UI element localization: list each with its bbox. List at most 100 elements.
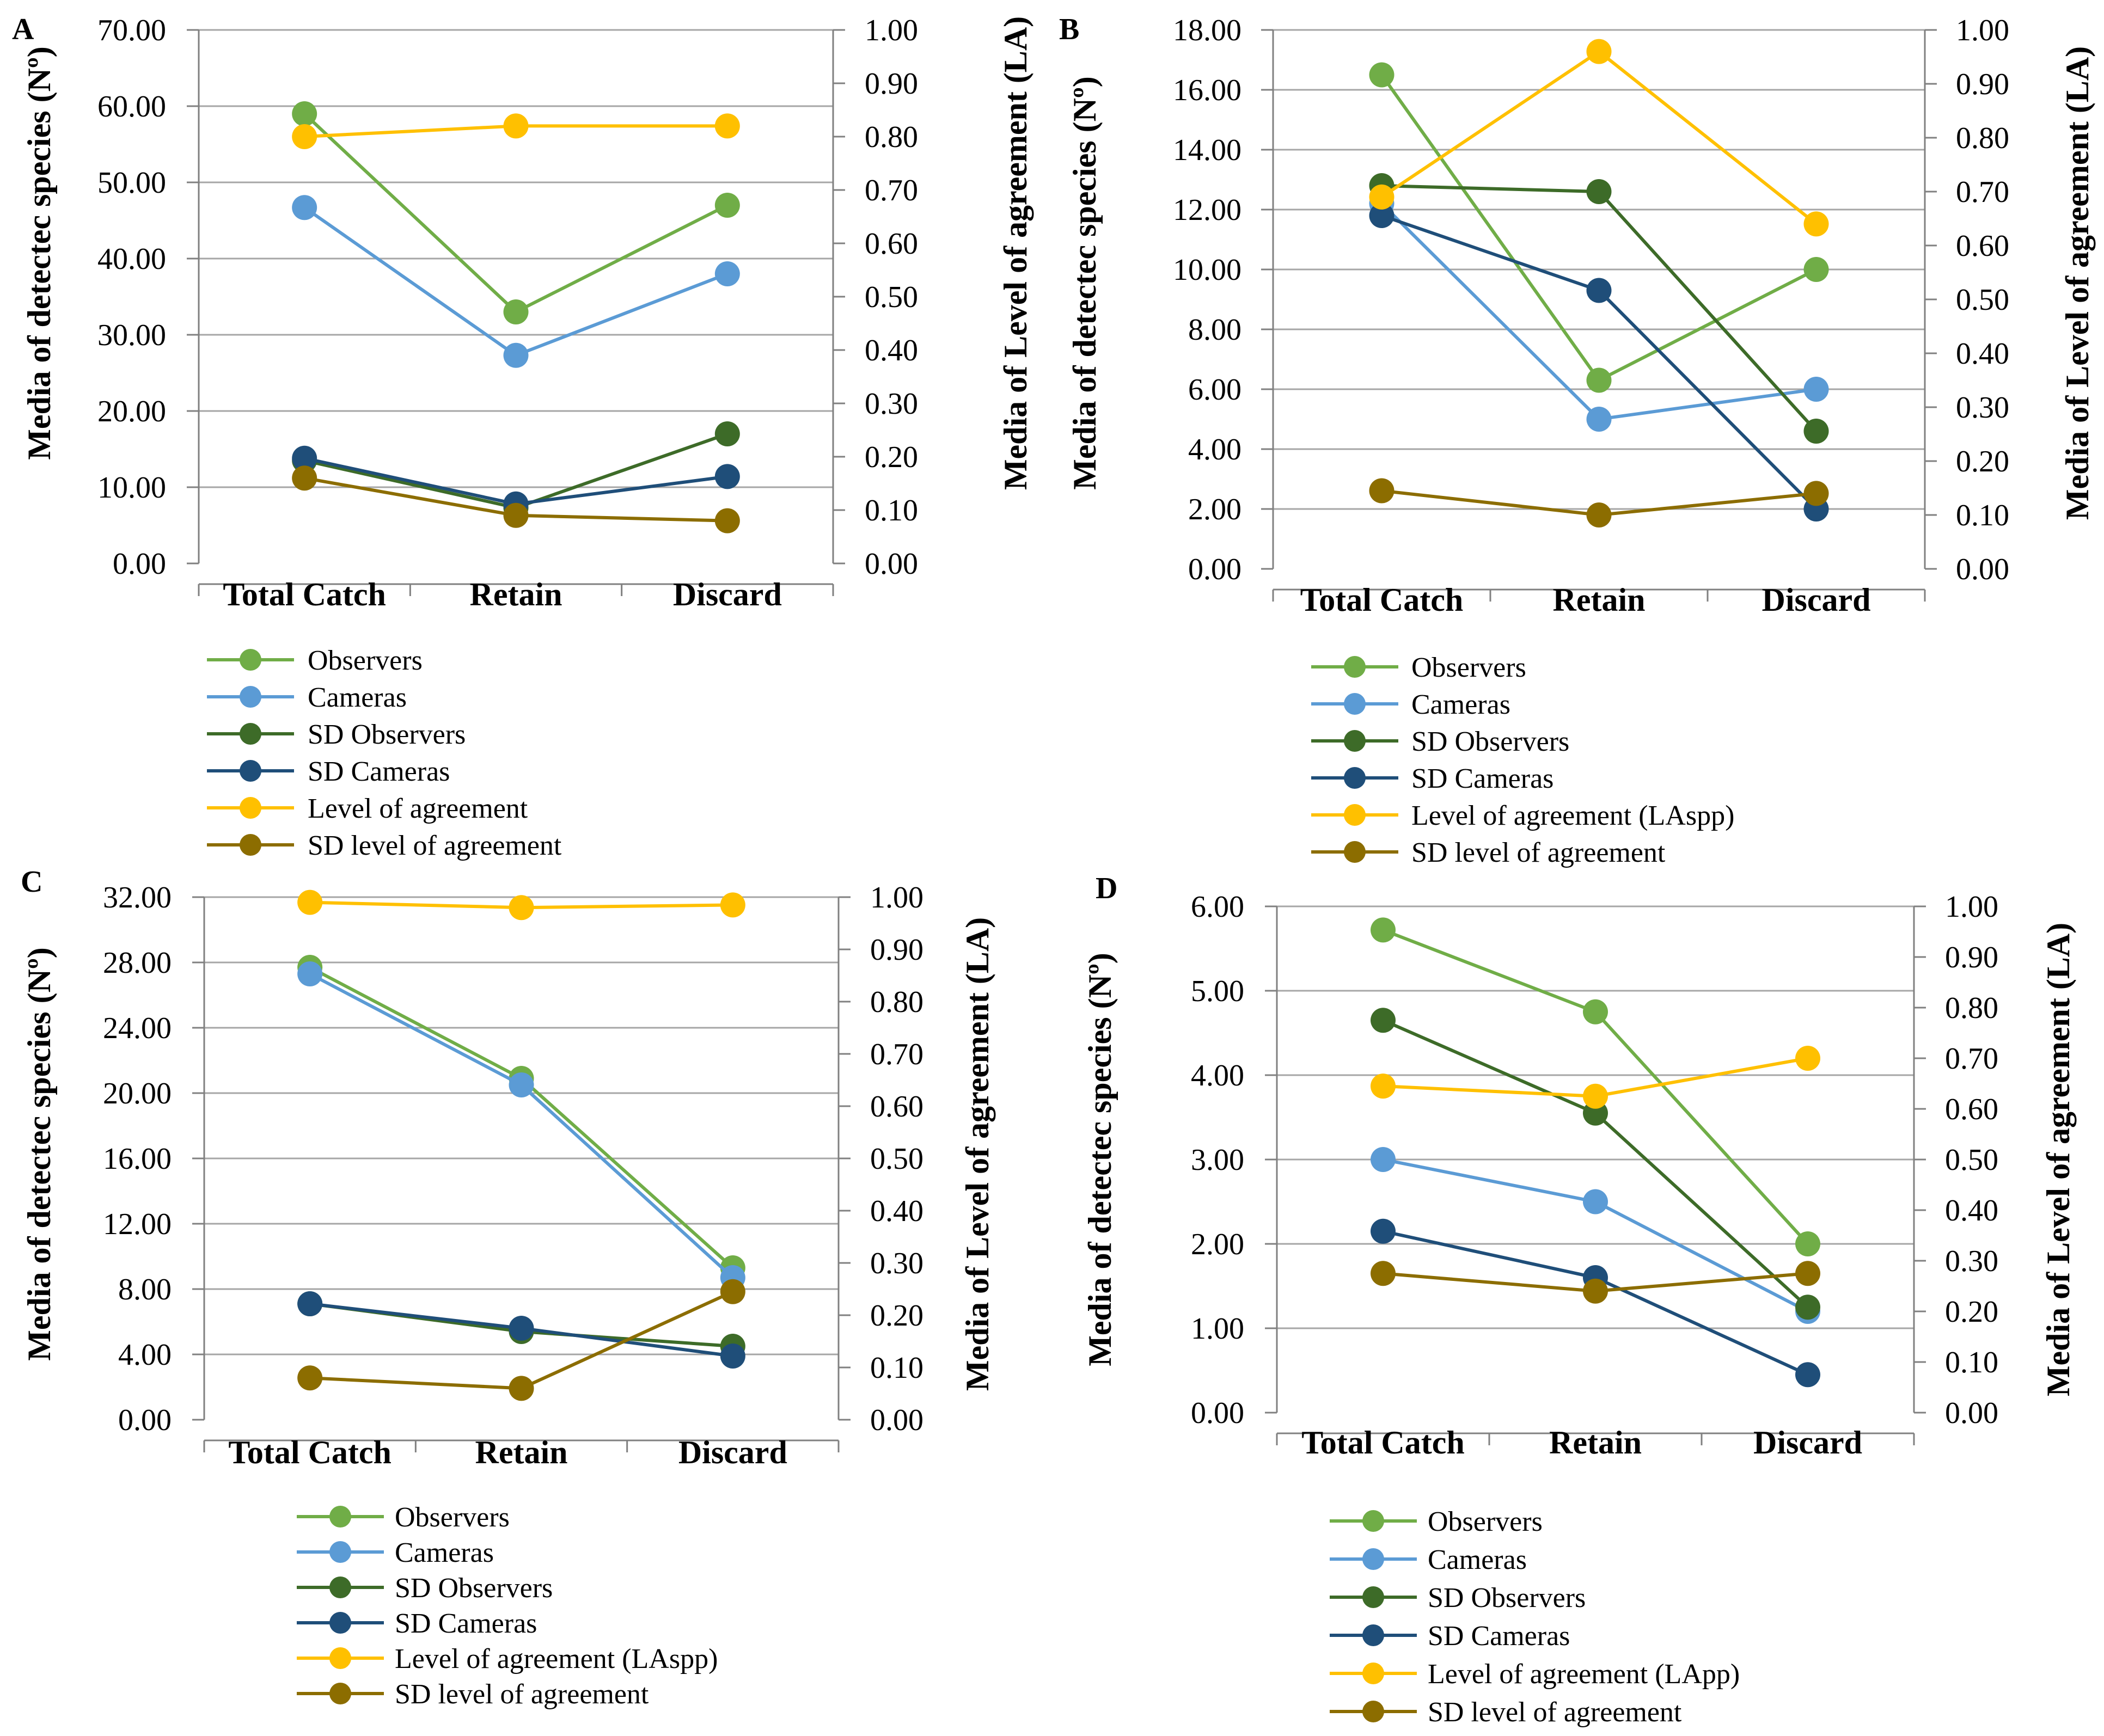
left-tick-label: 0.00 bbox=[113, 547, 166, 581]
left-tick-label: 40.00 bbox=[97, 242, 166, 276]
right-tick-label: 1.00 bbox=[870, 881, 923, 915]
right-tick-label: 0.10 bbox=[870, 1351, 923, 1385]
right-tick-label: 0.50 bbox=[1956, 283, 2009, 317]
legend-entry-label: SD level of agreement bbox=[395, 1679, 649, 1710]
legend-marker bbox=[329, 1576, 351, 1598]
right-tick-label: 0.80 bbox=[870, 985, 923, 1019]
legend-marker bbox=[1362, 1586, 1384, 1608]
legend-entry-label: Cameras bbox=[1411, 689, 1510, 720]
data-point-cameras bbox=[714, 261, 740, 286]
left-tick-label: 32.00 bbox=[103, 881, 172, 915]
data-point-level_agreement bbox=[1803, 211, 1829, 237]
right-tick-label: 0.10 bbox=[865, 494, 918, 527]
right-axis-title: Media of Level of agreement (LA) bbox=[998, 16, 1033, 490]
legend: Observers Cameras SD Observers SD Cameras Le… bbox=[297, 1502, 718, 1710]
data-point-observers bbox=[1795, 1231, 1820, 1256]
data-point-level_agreement bbox=[503, 113, 529, 139]
legend-entry-label: SD level of agreement bbox=[308, 830, 562, 861]
left-tick-label: 20.00 bbox=[103, 1077, 172, 1111]
right-tick-label: 0.00 bbox=[1945, 1396, 1998, 1430]
right-tick-label: 0.10 bbox=[1945, 1346, 1998, 1379]
data-point-sd_level_agreement bbox=[714, 508, 740, 533]
data-point-sd_observers bbox=[714, 421, 740, 446]
data-point-observers bbox=[1583, 999, 1608, 1025]
data-point-level_agreement bbox=[720, 892, 745, 918]
data-point-observers bbox=[1369, 62, 1394, 88]
panel-letter: D bbox=[1096, 872, 1117, 905]
category-label: Total Catch bbox=[223, 576, 386, 612]
left-tick-label: 2.00 bbox=[1191, 1228, 1244, 1261]
data-point-sd_cameras bbox=[1586, 278, 1612, 303]
legend-marker bbox=[240, 649, 261, 671]
legend-entry-label: SD Cameras bbox=[395, 1608, 537, 1639]
legend-marker bbox=[240, 797, 261, 819]
legend-marker bbox=[329, 1506, 351, 1528]
legend-marker bbox=[1344, 841, 1366, 863]
left-tick-label: 0.00 bbox=[118, 1403, 172, 1437]
legend-entry-label: Level of agreement (LAspp) bbox=[395, 1643, 718, 1674]
panel-letter: B bbox=[1059, 13, 1079, 46]
data-point-observers bbox=[1586, 367, 1612, 393]
legend-marker bbox=[240, 834, 261, 856]
series-line-sd_cameras bbox=[1381, 214, 1818, 511]
category-label: Discard bbox=[678, 1434, 787, 1470]
legend-marker bbox=[1362, 1510, 1384, 1532]
left-tick-label: 20.00 bbox=[97, 395, 166, 428]
left-tick-label: 16.00 bbox=[1173, 73, 1241, 107]
left-tick-label: 0.00 bbox=[1191, 1396, 1244, 1430]
data-point-observers bbox=[292, 101, 317, 126]
data-point-sd_level_agreement bbox=[509, 1376, 534, 1401]
right-axis-title: Media of Level of agreement (LA) bbox=[2040, 923, 2076, 1396]
left-tick-label: 5.00 bbox=[1191, 974, 1244, 1008]
legend-entry-label: SD Cameras bbox=[308, 756, 450, 787]
data-point-sd_cameras bbox=[720, 1344, 745, 1369]
category-label: Retain bbox=[470, 576, 562, 612]
series-line-observers bbox=[1380, 73, 1817, 383]
legend-entry-label: Observers bbox=[1411, 652, 1526, 683]
series-line-sd_observers bbox=[1381, 184, 1818, 433]
category-label: Retain bbox=[475, 1434, 568, 1470]
category-label: Total Catch bbox=[1301, 1425, 1464, 1461]
legend-marker bbox=[1362, 1701, 1384, 1722]
left-tick-label: 1.00 bbox=[1191, 1312, 1244, 1346]
left-tick-label: 12.00 bbox=[103, 1207, 172, 1241]
left-tick-label: 50.00 bbox=[97, 166, 166, 200]
legend-marker bbox=[240, 760, 261, 782]
right-tick-label: 0.90 bbox=[1956, 68, 2009, 101]
right-tick-label: 0.60 bbox=[1956, 229, 2009, 263]
legend: Observers Cameras SD Observers SD Cameras Le… bbox=[1330, 1506, 1740, 1728]
left-tick-label: 10.00 bbox=[97, 471, 166, 505]
series-line-cameras bbox=[303, 206, 728, 358]
legend-marker bbox=[329, 1612, 351, 1634]
legend-entry-label: SD Cameras bbox=[1411, 763, 1553, 794]
data-point-sd_cameras bbox=[1371, 1218, 1396, 1244]
data-point-cameras bbox=[503, 342, 529, 368]
data-point-observers bbox=[503, 299, 529, 324]
right-tick-label: 0.40 bbox=[870, 1194, 923, 1228]
data-point-observers bbox=[1371, 917, 1396, 943]
left-tick-label: 8.00 bbox=[118, 1273, 172, 1306]
right-tick-label: 0.20 bbox=[870, 1299, 923, 1333]
data-point-cameras bbox=[1586, 407, 1612, 432]
panel-A: A 0.00 10.00 20.00 30.00 40.00 50.00 60.00 70.00… bbox=[12, 13, 1033, 861]
data-point-sd_cameras bbox=[1369, 203, 1394, 228]
series-line-cameras bbox=[309, 972, 734, 1279]
legend-entry-label: Cameras bbox=[308, 682, 407, 713]
right-tick-label: 0.10 bbox=[1956, 499, 2009, 532]
data-point-sd_cameras bbox=[714, 464, 740, 489]
left-tick-label: 24.00 bbox=[103, 1011, 172, 1045]
series-line-observers bbox=[309, 966, 734, 1269]
legend-entry-label: Cameras bbox=[395, 1537, 494, 1568]
data-point-sd_cameras bbox=[292, 445, 317, 471]
data-point-level_agreement bbox=[1371, 1074, 1396, 1099]
left-tick-label: 28.00 bbox=[103, 946, 172, 980]
right-tick-label: 0.00 bbox=[870, 1403, 923, 1437]
data-point-sd_observers bbox=[1795, 1295, 1820, 1320]
panel-B: B 0.00 2.00 4.00 6.00 8.00 10.00 12.00 14.00 16.0… bbox=[1059, 13, 2095, 868]
left-axis-title: Media of detectec species (Nº) bbox=[21, 947, 57, 1361]
right-tick-label: 0.20 bbox=[1956, 445, 2009, 479]
data-point-sd_observers bbox=[1803, 419, 1829, 444]
data-point-level_agreement bbox=[292, 124, 317, 149]
left-tick-label: 10.00 bbox=[1173, 253, 1241, 287]
